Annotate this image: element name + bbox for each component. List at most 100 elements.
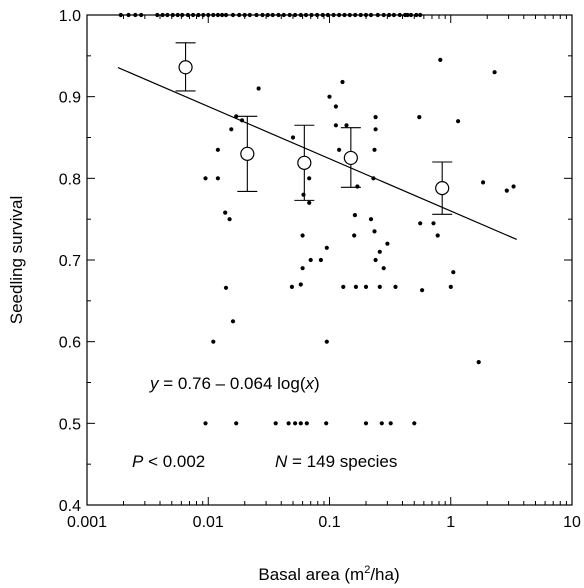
x-tick-label: 1: [446, 514, 455, 531]
data-point: [352, 213, 357, 218]
data-point: [388, 421, 393, 426]
data-point: [229, 127, 234, 132]
data-point: [347, 12, 352, 18]
data-point: [234, 421, 239, 426]
equation-body: = 0.76 – 0.064 log(: [159, 374, 306, 393]
data-point: [254, 12, 259, 18]
data-point: [435, 233, 440, 238]
data-point: [355, 184, 360, 189]
data-point: [304, 421, 309, 426]
data-point: [324, 245, 329, 250]
data-point: [234, 114, 239, 119]
data-point: [276, 12, 281, 18]
x-axis-title-main: Basal area (m: [258, 565, 364, 584]
data-point: [342, 12, 347, 18]
data-point: [206, 12, 211, 18]
data-point: [281, 12, 286, 18]
data-point: [476, 360, 481, 365]
n-label: N: [275, 452, 288, 471]
data-point: [451, 270, 456, 275]
data-point: [287, 12, 292, 18]
x-axis-title: Basal area (m2/ha): [258, 564, 399, 584]
data-point: [293, 421, 298, 426]
x-tick-label: 0.01: [193, 514, 224, 531]
regression-equation: y = 0.76 – 0.064 log(x): [149, 374, 320, 393]
data-point: [298, 282, 303, 287]
data-point: [220, 12, 225, 18]
data-point: [385, 241, 390, 246]
data-point: [230, 12, 236, 18]
data-point: [133, 12, 138, 18]
data-point: [180, 12, 185, 18]
data-point: [363, 421, 369, 426]
data-point: [256, 86, 261, 91]
p-value: < 0.002: [143, 452, 205, 471]
data-point: [333, 123, 338, 128]
y-tick-label: 0.8: [59, 171, 81, 188]
equation-x: x: [304, 374, 314, 393]
data-point: [324, 339, 329, 344]
data-point: [417, 115, 422, 120]
data-point: [373, 257, 378, 263]
data-point: [191, 12, 196, 18]
mean-marker: [343, 150, 358, 166]
y-axis-title: Seedling survival: [7, 196, 26, 325]
data-point: [126, 12, 131, 18]
mean-marker: [435, 181, 450, 196]
data-point: [373, 127, 378, 132]
data-point: [175, 12, 180, 18]
data-point: [223, 285, 229, 290]
data-point: [371, 176, 376, 181]
data-point: [160, 12, 165, 18]
data-point: [315, 12, 320, 18]
data-point: [298, 421, 303, 426]
data-point: [381, 266, 386, 271]
data-point: [340, 79, 345, 85]
data-point: [492, 70, 497, 75]
mean-marker: [240, 146, 255, 161]
data-point: [333, 104, 338, 109]
data-point: [377, 284, 382, 289]
data-point: [289, 284, 294, 289]
data-point: [372, 147, 377, 152]
data-point: [303, 12, 309, 18]
axis-ticks: 0.001 0.01 0.1 1 10 0.4 0.5 0.6 0.7 0.8 0.9 1.0: [59, 8, 581, 531]
data-point: [405, 12, 410, 18]
data-point: [301, 192, 306, 197]
data-point: [286, 421, 291, 426]
data-point: [139, 12, 144, 18]
x-tick-label: 10: [563, 514, 581, 531]
plot-area: [86, 14, 573, 506]
binned-mean: [340, 127, 361, 188]
data-point: [418, 12, 423, 18]
data-point: [391, 12, 396, 18]
data-point: [511, 184, 516, 189]
data-point: [290, 135, 296, 140]
data-point: [504, 188, 509, 193]
x-tick-label: 0.1: [318, 514, 340, 531]
n-value: = 149 species: [287, 452, 397, 471]
data-point: [230, 319, 236, 324]
y-tick-label: 0.6: [59, 335, 81, 352]
data-point: [309, 12, 314, 18]
binned-mean: [294, 124, 315, 201]
data-point: [331, 12, 336, 18]
data-point: [298, 12, 303, 18]
regression-line: [117, 66, 517, 240]
data-point: [223, 210, 228, 215]
data-point: [408, 12, 414, 18]
data-point: [344, 123, 349, 128]
data-point: [318, 257, 323, 263]
data-point: [237, 12, 242, 18]
data-point: [201, 12, 206, 18]
binned-mean: [237, 115, 258, 192]
data-point: [379, 421, 384, 426]
mean-marker: [297, 155, 312, 170]
data-point: [412, 421, 417, 426]
equation-close: ): [314, 374, 320, 393]
data-point: [418, 221, 423, 226]
data-point: [227, 217, 232, 222]
data-point: [341, 284, 346, 289]
p-value-annotation: P < 0.002: [132, 452, 205, 471]
